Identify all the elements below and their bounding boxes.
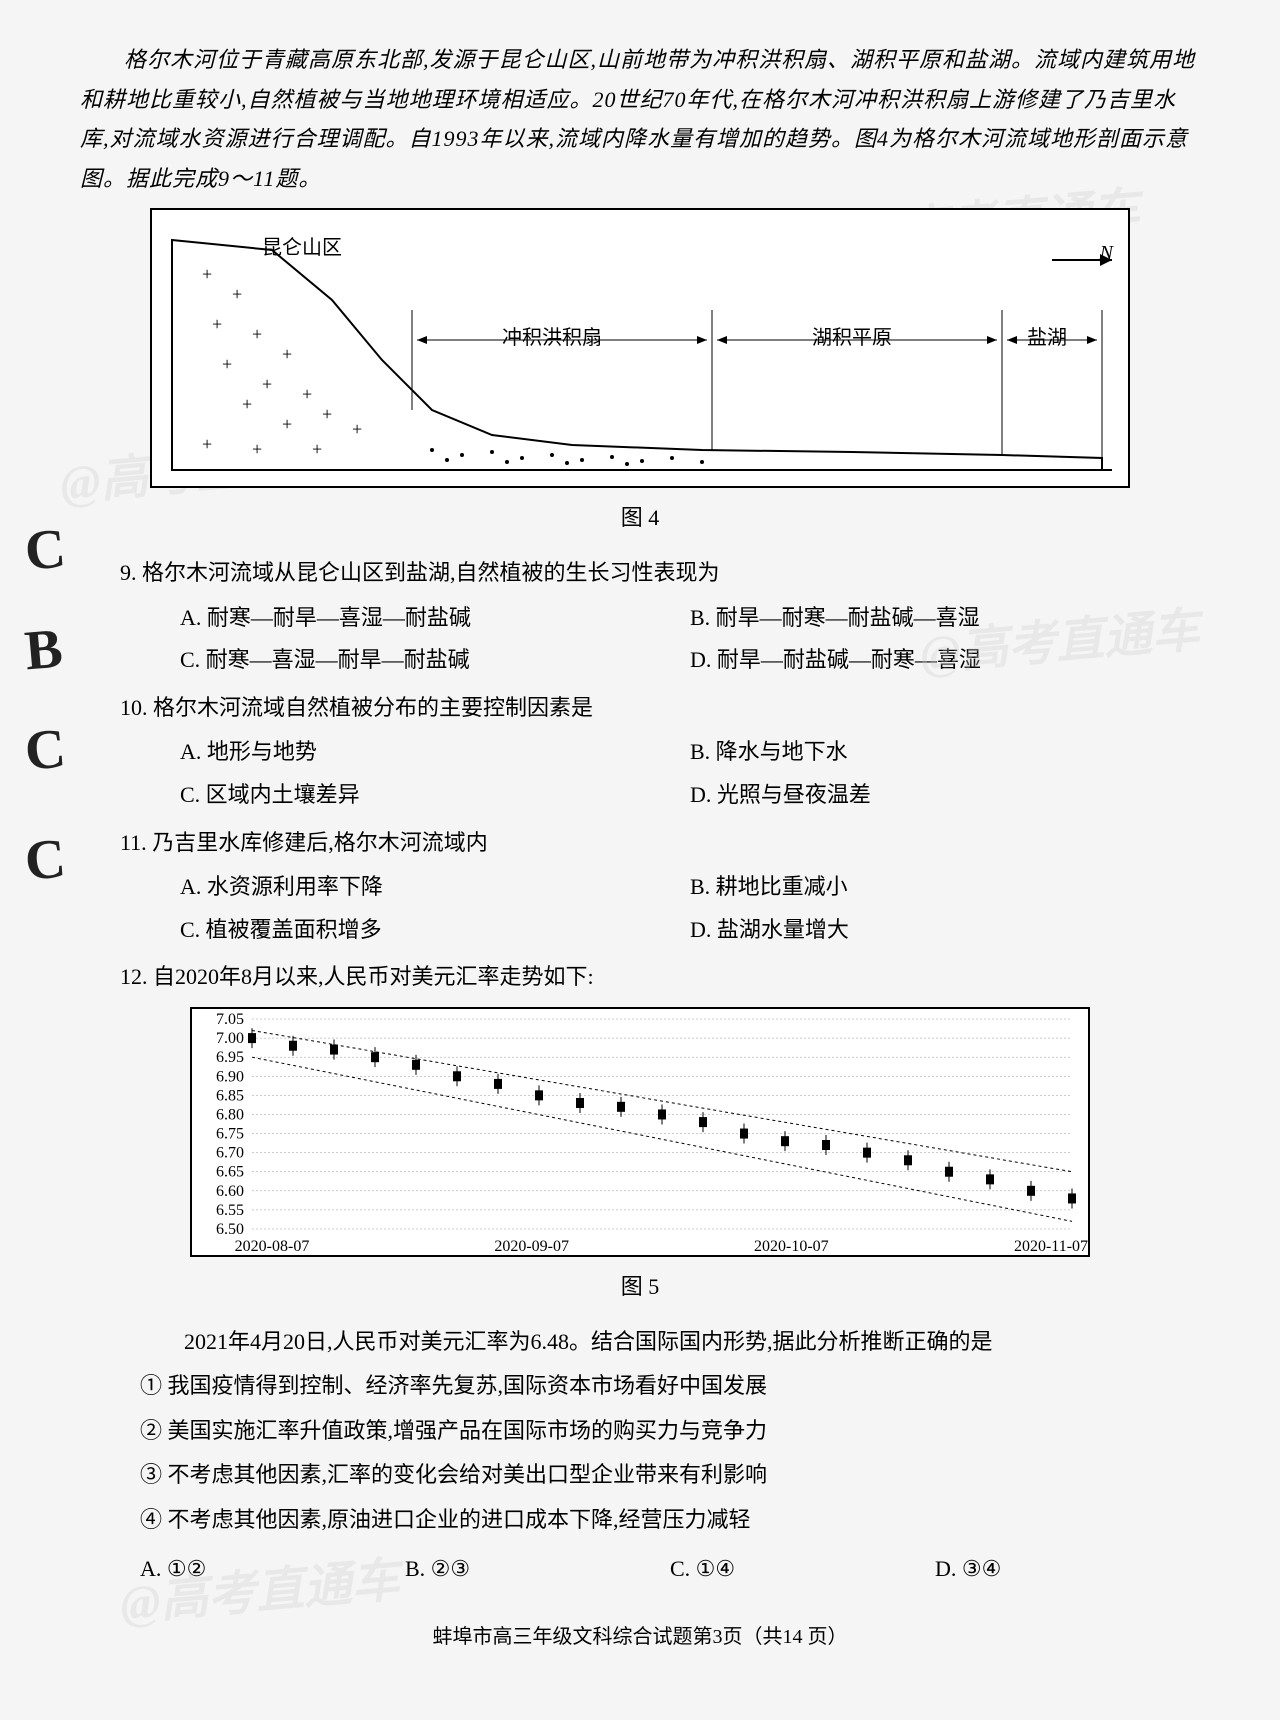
exchange-rate-chart: 7.05 7.00 6.95 6.90 6.85 6.80 6.75 6.70 6.65 6.60… (190, 1007, 1090, 1257)
svg-text:2020-09-07: 2020-09-07 (494, 1238, 569, 1255)
chart-caption: 图 5 (80, 1267, 1200, 1307)
q9-option-b: B. 耐旱—耐寒—耐盐碱—喜湿 (690, 598, 1200, 638)
handwritten-q10: B (21, 599, 67, 703)
svg-text:+: + (252, 324, 262, 344)
q12-statement-2: ② 美国实施汇率升值政策,增强产品在国际市场的购买力与竞争力 (140, 1411, 1200, 1451)
q10-number: 10. (120, 695, 148, 720)
fan-label: 冲积洪积扇 (502, 320, 602, 356)
q12-statement-1: ① 我国疫情得到控制、经济率先复苏,国际资本市场看好中国发展 (140, 1366, 1200, 1406)
question-11: 11. 乃吉里水库修建后,格尔木河流域内 A. 水资源利用率下降 B. 耕地比重… (120, 823, 1200, 950)
svg-text:6.80: 6.80 (216, 1106, 244, 1123)
svg-text:+: + (212, 314, 222, 334)
north-label: N (1100, 235, 1113, 271)
q12-option-b: B. ②③ (405, 1549, 670, 1589)
q11-option-b: B. 耕地比重减小 (690, 867, 1200, 907)
svg-text:+: + (322, 404, 332, 424)
q9-option-c: C. 耐寒—喜湿—耐旱—耐盐碱 (180, 640, 690, 680)
svg-text:2020-10-07: 2020-10-07 (754, 1238, 829, 1255)
svg-text:+: + (222, 354, 232, 374)
lake-label: 盐湖 (1027, 320, 1067, 356)
q9-number: 9. (120, 560, 137, 585)
svg-text:6.90: 6.90 (216, 1068, 244, 1085)
q11-number: 11. (120, 830, 147, 855)
handwritten-q11: C (21, 698, 70, 802)
q12-options: A. ①② B. ②③ C. ①④ D. ③④ (140, 1549, 1200, 1589)
svg-text:+: + (282, 414, 292, 434)
svg-text:6.75: 6.75 (216, 1125, 244, 1142)
svg-text:6.95: 6.95 (216, 1049, 244, 1066)
q10-option-d: D. 光照与昼夜温差 (690, 775, 1200, 815)
svg-text:6.85: 6.85 (216, 1087, 244, 1104)
q12-option-c: C. ①④ (670, 1549, 935, 1589)
svg-text:6.50: 6.50 (216, 1221, 244, 1238)
svg-text:6.55: 6.55 (216, 1202, 244, 1219)
handwritten-q9: C (21, 498, 70, 602)
q11-option-a: A. 水资源利用率下降 (180, 867, 690, 907)
question-12: 12. 自2020年8月以来,人民币对美元汇率走势如下: (120, 957, 1200, 997)
q10-option-c: C. 区域内土壤差异 (180, 775, 690, 815)
svg-text:+: + (262, 374, 272, 394)
q10-option-a: A. 地形与地势 (180, 732, 690, 772)
plain-label: 湖积平原 (812, 320, 892, 356)
svg-text:6.70: 6.70 (216, 1145, 244, 1162)
svg-text:+: + (252, 439, 262, 459)
svg-text:7.05: 7.05 (216, 1011, 244, 1028)
q12-number: 12. (120, 964, 148, 989)
question-10: 10. 格尔木河流域自然植被分布的主要控制因素是 A. 地形与地势 B. 降水与… (120, 688, 1200, 815)
svg-text:+: + (202, 434, 212, 454)
q12-context: 2021年4月20日,人民币对美元汇率为6.48。结合国际国内形势,据此分析推断… (140, 1322, 1200, 1362)
svg-text:2020-08-07: 2020-08-07 (235, 1238, 310, 1255)
svg-text:2020-11-07: 2020-11-07 (1014, 1238, 1088, 1255)
svg-text:+: + (312, 439, 322, 459)
diagram-caption: 图 4 (80, 498, 1200, 538)
svg-text:+: + (302, 384, 312, 404)
q10-text: 格尔木河流域自然植被分布的主要控制因素是 (153, 695, 593, 720)
intro-paragraph: 格尔木河位于青藏高原东北部,发源于昆仑山区,山前地带为冲积洪积扇、湖积平原和盐湖… (80, 40, 1200, 198)
q9-text: 格尔木河流域从昆仑山区到盐湖,自然植被的生长习性表现为 (142, 560, 720, 585)
q9-option-a: A. 耐寒—耐旱—喜湿—耐盐碱 (180, 598, 690, 638)
page-footer: 蚌埠市高三年级文科综合试题第3页（共14 页） (80, 1619, 1200, 1655)
svg-text:+: + (242, 394, 252, 414)
svg-text:+: + (232, 284, 242, 304)
question-9: 9. 格尔木河流域从昆仑山区到盐湖,自然植被的生长习性表现为 A. 耐寒—耐旱—… (120, 553, 1200, 680)
handwritten-q12: C (21, 808, 70, 912)
q12-text: 自2020年8月以来,人民币对美元汇率走势如下: (153, 964, 594, 989)
q12-option-d: D. ③④ (935, 1549, 1200, 1589)
q12-option-a: A. ①② (140, 1549, 405, 1589)
svg-text:+: + (352, 419, 362, 439)
svg-text:6.65: 6.65 (216, 1164, 244, 1181)
terrain-diagram: + + + + + + + + + + + + + + + (150, 208, 1130, 488)
svg-text:7.00: 7.00 (216, 1030, 244, 1047)
q11-option-c: C. 植被覆盖面积增多 (180, 910, 690, 950)
svg-text:+: + (282, 344, 292, 364)
svg-text:6.60: 6.60 (216, 1183, 244, 1200)
q10-option-b: B. 降水与地下水 (690, 732, 1200, 772)
q12-statement-4: ④ 不考虑其他因素,原油进口企业的进口成本下降,经营压力减轻 (140, 1500, 1200, 1540)
mountain-label: 昆仑山区 (262, 230, 342, 266)
q11-option-d: D. 盐湖水量增大 (690, 910, 1200, 950)
q11-text: 乃吉里水库修建后,格尔木河流域内 (152, 830, 488, 855)
svg-text:+: + (202, 264, 212, 284)
q9-option-d: D. 耐旱—耐盐碱—耐寒—喜湿 (690, 640, 1200, 680)
q12-statement-3: ③ 不考虑其他因素,汇率的变化会给对美出口型企业带来有利影响 (140, 1455, 1200, 1495)
